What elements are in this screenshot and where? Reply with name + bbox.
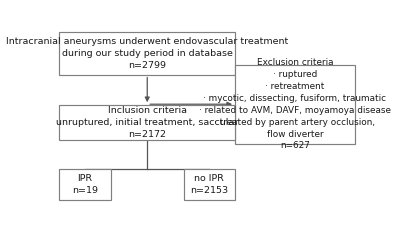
FancyBboxPatch shape — [59, 32, 235, 75]
Text: IPR
n=19: IPR n=19 — [72, 174, 98, 195]
Text: Exclusion criteria
· ruptured
· retreatment
· mycotic, dissecting, fusiform, tra: Exclusion criteria · ruptured · retreatm… — [199, 58, 391, 151]
FancyBboxPatch shape — [184, 169, 235, 200]
FancyBboxPatch shape — [59, 169, 111, 200]
FancyBboxPatch shape — [235, 65, 355, 144]
Text: Inclusion criteria
unruptured, initial treatment, saccular
n=2172: Inclusion criteria unruptured, initial t… — [56, 106, 238, 139]
Text: Intracranial aneurysms underwent endovascular treatment
during our study period : Intracranial aneurysms underwent endovas… — [6, 37, 288, 70]
FancyBboxPatch shape — [59, 105, 235, 140]
Text: no IPR
n=2153: no IPR n=2153 — [190, 174, 229, 195]
